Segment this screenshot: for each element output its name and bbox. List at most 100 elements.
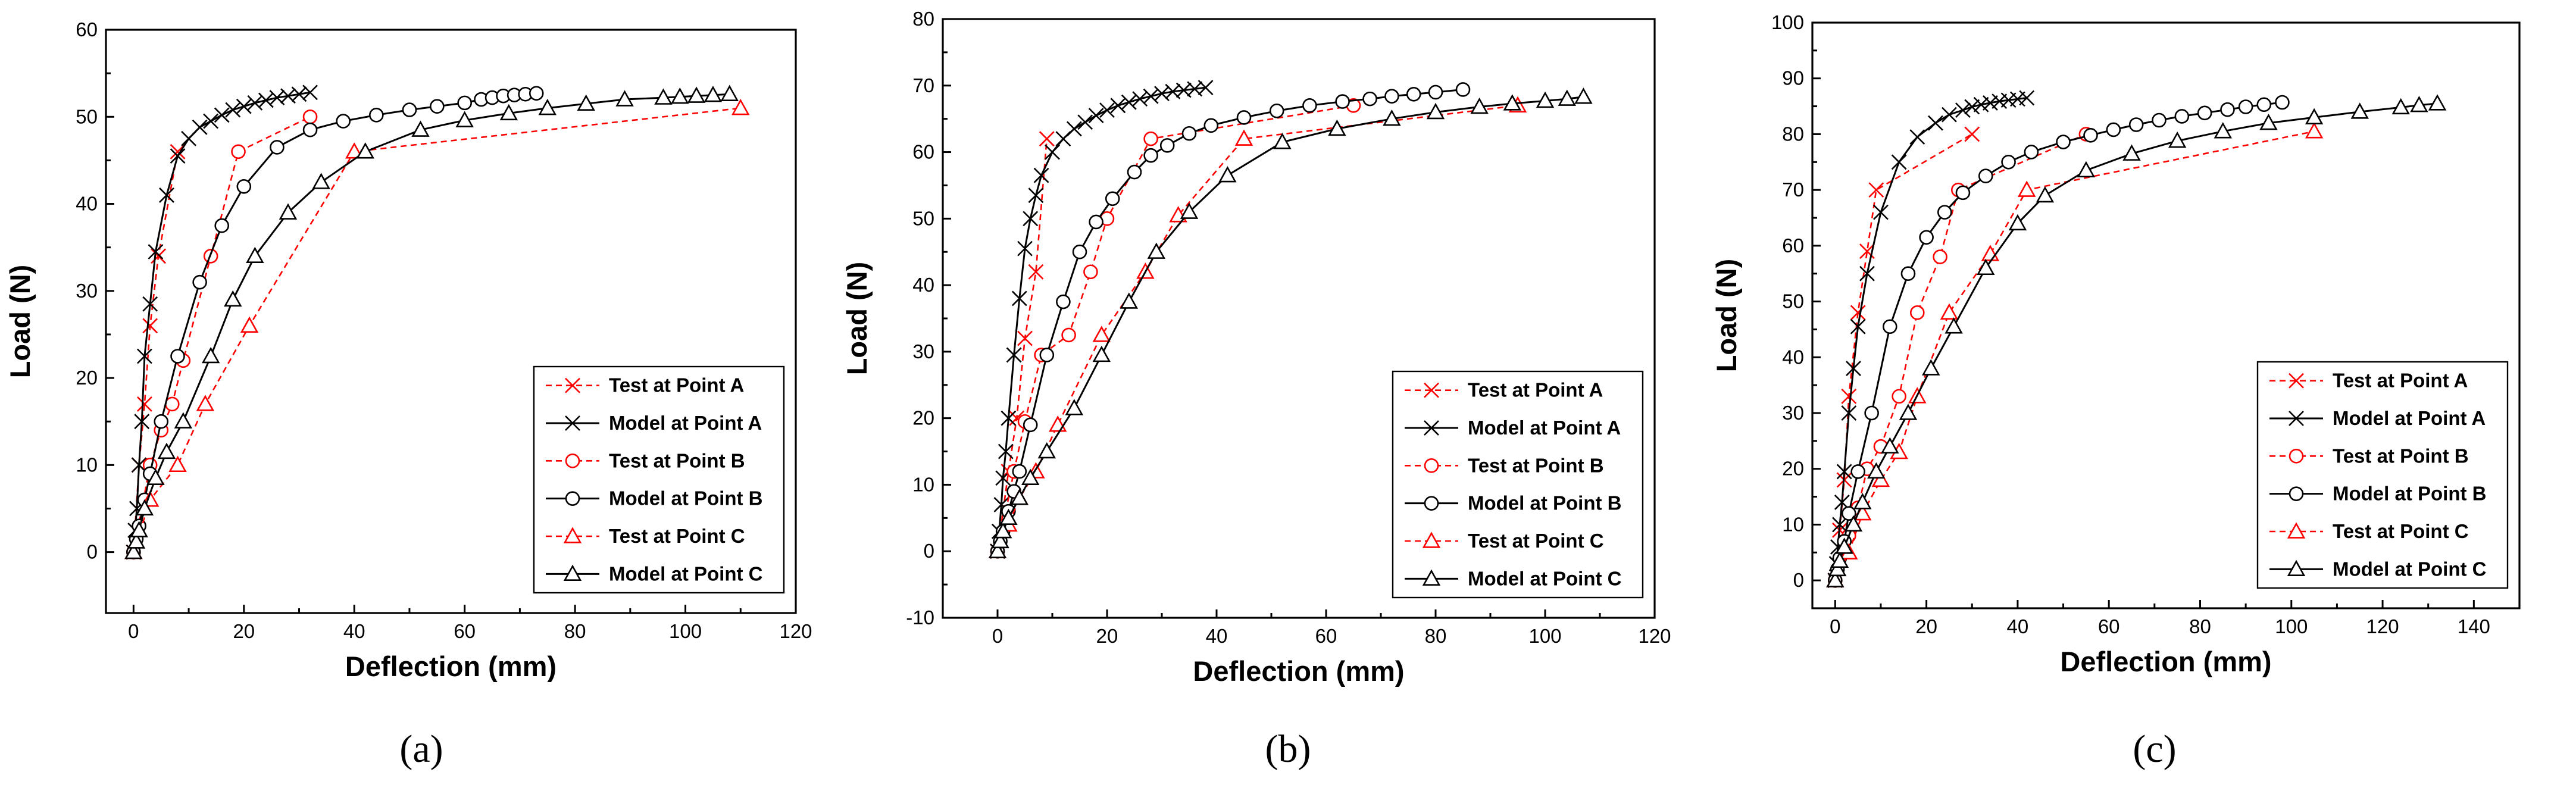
data-point	[687, 86, 706, 103]
series-model-at-point-c	[988, 87, 1593, 558]
data-point	[1099, 102, 1115, 118]
data-point	[671, 87, 689, 104]
y-tick-label: 50	[1782, 290, 1804, 312]
legend-label: Model at Point B	[2333, 483, 2487, 505]
legend-marker	[565, 415, 580, 431]
data-point	[1836, 464, 1852, 480]
data-point	[1198, 80, 1214, 96]
legend-marker	[2287, 522, 2306, 539]
data-point	[174, 412, 193, 429]
data-point	[270, 140, 285, 155]
y-tick-label: 100	[1771, 11, 1804, 33]
data-point	[1037, 442, 1056, 459]
data-point	[2350, 102, 2369, 119]
plot-frame	[1811, 21, 2521, 609]
y-tick-label: 70	[912, 74, 934, 96]
data-point	[1828, 559, 1847, 577]
x-tick-label: 140	[2458, 615, 2490, 637]
legend-marker	[565, 491, 580, 506]
y-tick-label: 80	[912, 8, 934, 30]
data-point	[2024, 145, 2039, 160]
data-point	[1273, 133, 1292, 149]
legend-label: Model at Point C	[2333, 558, 2487, 580]
data-point	[1110, 98, 1126, 114]
y-tick-label: 80	[1782, 123, 1804, 145]
legend-marker	[563, 564, 582, 581]
data-point	[2275, 95, 2290, 110]
data-point	[168, 455, 187, 473]
data-point	[430, 99, 445, 114]
data-point	[170, 148, 186, 164]
data-point	[1039, 131, 1055, 147]
data-point	[236, 98, 252, 114]
data-point	[1143, 148, 1158, 163]
data-point	[1428, 85, 1443, 100]
plot-frame	[105, 29, 797, 614]
data-point	[1850, 305, 1866, 321]
data-point	[1846, 361, 1861, 376]
legend-item: Test at Point C	[1405, 530, 1604, 552]
legend-label: Test at Point B	[2333, 445, 2469, 467]
data-point	[2106, 122, 2121, 137]
data-point	[124, 542, 143, 559]
data-point	[1269, 103, 1284, 118]
data-point	[1536, 91, 1555, 108]
data-point	[1964, 126, 1980, 142]
y-axis-title: Load (N)	[4, 265, 36, 379]
data-point	[196, 395, 215, 411]
x-tick-label: 120	[1638, 625, 1671, 647]
legend-marker	[565, 454, 580, 468]
x-tick-label: 40	[2007, 615, 2029, 637]
legend: Test at Point A Model at Point A Test at P…	[2256, 361, 2509, 589]
series-model-at-point-a	[126, 85, 318, 560]
data-point	[369, 108, 384, 123]
legend-item: Test at Point A	[2269, 370, 2468, 392]
data-point	[2152, 112, 2167, 128]
data-point	[1147, 242, 1166, 259]
y-axis-title: Load (N)	[841, 262, 873, 376]
chart-panel-a: 0 20 40 60 80 100 120 0 10 20 30 40 50 60 Deflection (…	[4, 18, 812, 682]
data-point	[1406, 87, 1421, 102]
data-point	[1065, 399, 1084, 415]
legend-marker	[2289, 411, 2304, 426]
data-point	[1181, 126, 1197, 141]
legend-label: Model at Point C	[1468, 567, 1622, 589]
legend-box	[1392, 370, 1644, 599]
data-point	[1881, 437, 1899, 454]
data-point	[1159, 138, 1175, 153]
legend: Test at Point A Model at Point A Test at P…	[1392, 370, 1644, 599]
data-point	[1470, 97, 1489, 114]
legend-label: Model at Point A	[2333, 407, 2486, 429]
data-point	[1850, 464, 1865, 479]
chart-panel-c: 0 20 40 60 80 100 120 140 0 10 20 30 40 50 60 70 80 90 100…	[1711, 11, 2521, 677]
data-point	[136, 348, 152, 364]
data-point	[1088, 108, 1104, 123]
legend-item: Model at Point A	[2269, 407, 2486, 429]
legend-item: Test at Point C	[546, 525, 745, 547]
data-point	[1143, 88, 1159, 104]
legend-item: Test at Point C	[2269, 520, 2469, 542]
data-point	[159, 187, 174, 203]
y-tick-label: 70	[1782, 179, 1804, 201]
data-point	[577, 94, 595, 111]
data-point	[1023, 417, 1038, 433]
data-point	[1873, 204, 1889, 220]
data-point	[1900, 266, 1916, 282]
data-point	[1335, 94, 1350, 109]
data-point	[246, 246, 264, 263]
data-point	[1928, 115, 1943, 131]
data-point	[214, 218, 230, 233]
data-point	[1853, 493, 1872, 509]
legend-label: Model at Point C	[609, 562, 763, 584]
x-tick-label: 0	[128, 620, 139, 642]
x-tick-label: 20	[1915, 615, 1937, 637]
data-point	[1558, 89, 1577, 106]
y-tick-label: 20	[1782, 458, 1804, 480]
y-tick-label: 50	[76, 105, 98, 127]
data-point	[999, 508, 1018, 526]
data-point	[1891, 154, 1907, 170]
data-point	[2238, 99, 2253, 114]
x-tick-label: 120	[779, 620, 812, 642]
series-line	[996, 105, 1354, 552]
data-point	[146, 468, 165, 485]
